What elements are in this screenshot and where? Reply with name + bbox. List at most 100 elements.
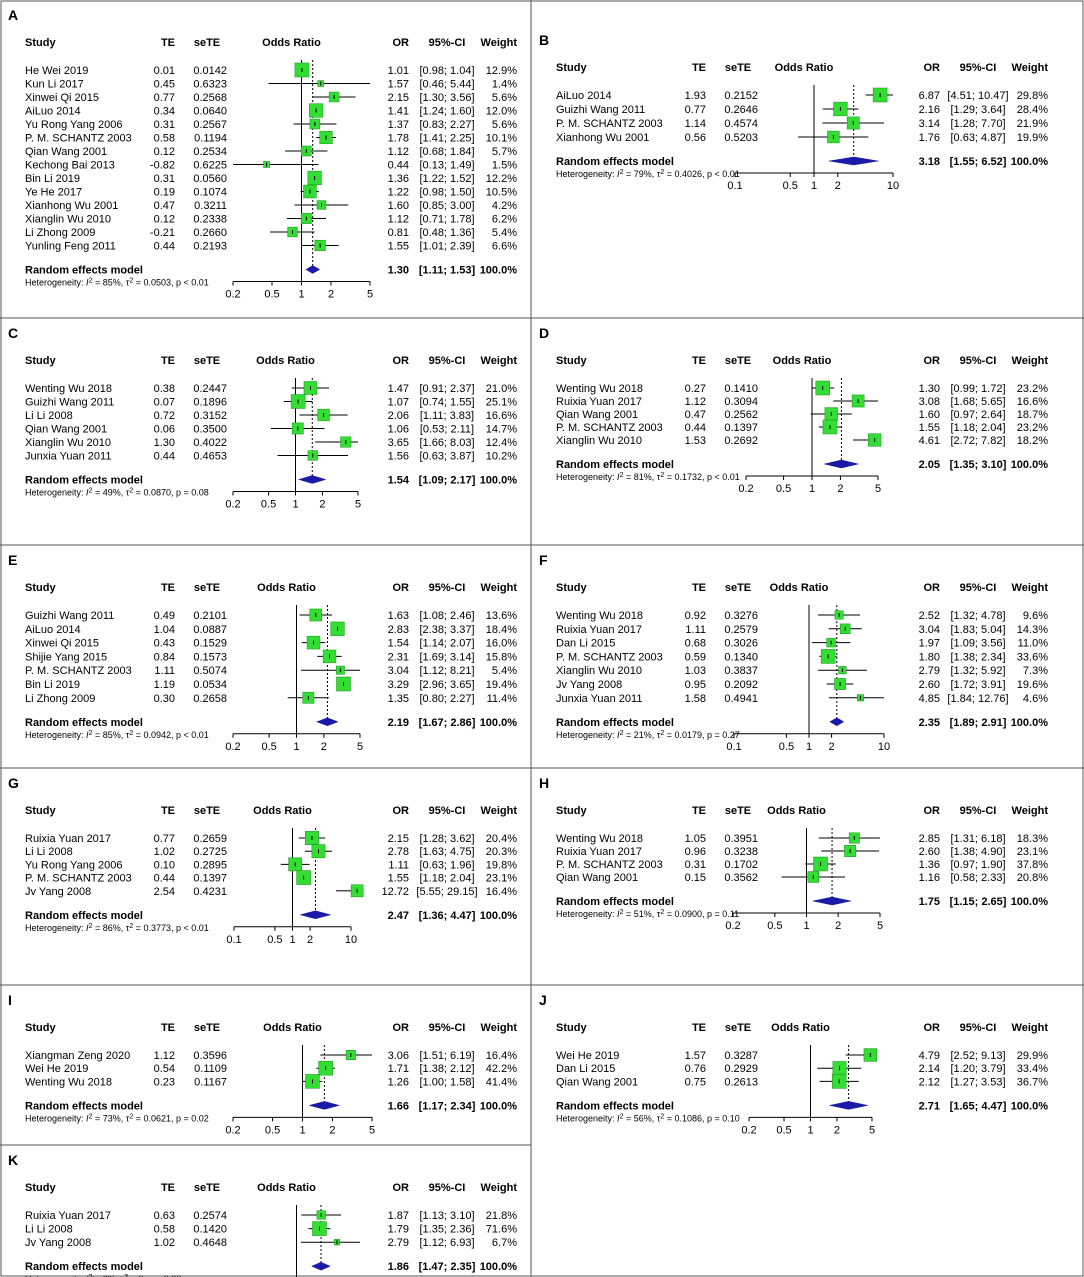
study-sete: 0.1397 [724,422,758,434]
study-row: P. M. SCHANTZ 2003 0.58 0.1194 1.78 [1.41; 2… [25,130,517,145]
study-or: 1.22 [388,187,409,199]
study-row: Wei He 2019 1.57 0.3287 4.79 [2.52; 9.13] 29.… [556,1048,1048,1062]
heterogeneity-fragment: = [92,1113,102,1123]
heterogeneity-fragment: , [171,923,176,933]
panel-label: B [539,32,549,48]
x-tick-label: 0.5 [267,934,282,946]
study-row: P. M. SCHANTZ 2003 1.14 0.4574 3.14 [1.28; 7… [556,116,1048,130]
study-row: Ruixia Yuan 2017 0.77 0.2659 2.15 [1.28; 3.6… [25,831,517,845]
study-sete: 0.4574 [724,118,758,130]
header-sete: seTE [725,355,751,367]
study-or: 2.16 [919,104,940,116]
study-te: 0.77 [154,833,175,845]
heterogeneity-fragment: , τ [652,1113,661,1123]
study-name: Xiangman Zeng 2020 [25,1050,130,1062]
pooled-label: Random effects model [556,896,674,908]
header-ci: 95%-CI [960,805,997,817]
header-odds-ratio: Odds Ratio [253,805,312,817]
study-sete: 0.6225 [193,160,227,172]
heterogeneity-p: p < 0.01 [707,472,740,482]
study-weight: 1.4% [492,79,517,91]
study-row: Wenting Wu 2018 1.05 0.3951 2.85 [1.31; 6.18… [556,832,1048,845]
study-ci: [1.51; 6.19] [419,1050,474,1062]
study-ci: [1.12; 8.21] [419,665,474,677]
header-weight: Weight [1012,582,1049,594]
superscript: 2 [620,472,624,479]
heterogeneity-i2: 86% [103,923,121,933]
panel-label: A [8,7,18,23]
study-name: Bin Li 2019 [25,173,80,185]
pooled-or: 1.30 [388,265,409,277]
heterogeneity-text: Heterogeneity: I2 = 86%, τ2 = 0.3773, p … [25,922,209,933]
x-tick-label: 0.2 [225,741,240,753]
study-weight: 23.1% [1017,846,1048,858]
study-ci: [1.72; 3.91] [950,679,1005,691]
x-tick-label: 0.5 [265,1124,280,1136]
heterogeneity-i2: 49% [103,488,121,498]
heterogeneity-text: Heterogeneity: I2 = 81%, τ2 = 0.1732, p … [556,472,740,483]
study-name: Wenting Wu 2018 [25,383,112,395]
study-row: Li Zhong 2009 0.30 0.2658 1.35 [0.80; 2.27] 1… [25,691,517,705]
study-sete: 0.5074 [193,665,227,677]
x-tick-label: 5 [367,289,373,301]
study-weight: 19.8% [486,859,517,871]
study-name: Wenting Wu 2018 [556,610,643,622]
study-ci: [0.91; 2.37] [419,383,474,395]
study-ci: [1.83; 5.04] [950,624,1005,636]
study-or: 1.55 [388,873,409,885]
pooled-or: 3.18 [919,156,940,168]
heterogeneity-fragment: Heterogeneity: [25,730,86,740]
pooled-or: 2.19 [388,717,409,729]
heterogeneity-fragment: = [623,1113,633,1123]
study-row: Li Li 2008 0.58 0.1420 1.79 [1.35; 2.36] 71.6… [25,1221,517,1236]
superscript: 2 [129,487,133,494]
study-ci: [0.58; 2.33] [950,872,1005,884]
pooled-row: Random effects model 2.19 [1.67; 2.86] 100.… [25,717,517,729]
header-odds-ratio: Odds Ratio [263,1022,322,1034]
heterogeneity-fragment: , τ [121,488,130,498]
header-or: OR [393,1182,410,1194]
study-row: AiLuo 2014 1.93 0.2152 6.87 [4.51; 10.47] 29.… [556,87,1048,103]
study-name: Li Zhong 2009 [25,693,95,705]
panel-label: D [539,325,549,341]
study-te: 0.72 [154,410,175,422]
study-weight: 16.4% [486,1050,517,1062]
heterogeneity-fragment: , [171,278,176,288]
study-te: 0.44 [154,873,175,885]
heterogeneity-text: Heterogeneity: I2 = 0%, τ2 = 0, p = 0.66 [25,1274,181,1277]
study-row: Jv Yang 2008 2.54 0.4231 12.72 [5.55; 29.15]… [25,884,517,898]
study-row: Junxia Yuan 2011 0.44 0.4653 1.56 [0.63; 3.8… [25,450,517,463]
study-or: 1.87 [388,1210,409,1222]
study-row: Shijie Yang 2015 0.84 0.1573 2.31 [1.69; 3.1… [25,649,517,663]
study-or: 2.06 [388,410,409,422]
x-tick-label: 0.5 [261,499,276,511]
heterogeneity-fragment: I [617,1113,620,1123]
header-odds-ratio: Odds Ratio [257,582,316,594]
study-sete: 0.6323 [193,79,227,91]
study-sete: 0.1074 [193,187,227,199]
study-te: 0.77 [685,104,706,116]
study-row: Qian Wang 2001 0.47 0.2562 1.60 [0.97; 2.64]… [556,407,1048,421]
study-weight: 1.5% [492,160,517,172]
study-te: 0.12 [154,146,175,158]
study-te: 0.31 [154,119,175,131]
study-row: Xianhong Wu 2001 0.47 0.3211 1.60 [0.85; 3.0… [25,200,517,212]
study-te: 1.57 [685,1050,706,1062]
study-name: Xinwei Qi 2015 [25,92,99,104]
x-tick-label: 1 [806,741,812,753]
x-tick-label: 0.2 [225,1124,240,1136]
study-name: Li Li 2008 [25,1224,73,1236]
panel-e: E Study TE seTE Odds Ratio OR 95%-CI Weight Guiz… [8,552,517,753]
superscript: 2 [129,729,133,736]
pooled-row: Random effects model 1.66 [1.17; 2.34] 100.… [25,1100,517,1112]
study-sete: 0.4941 [724,693,758,705]
header-te: TE [692,355,706,367]
header-odds-ratio: Odds Ratio [770,582,829,594]
x-tick-label: 0.5 [767,920,782,932]
study-ci: [1.29; 3.64] [950,104,1005,116]
heterogeneity-i2: 73% [103,1113,121,1123]
heterogeneity-fragment: = [664,730,674,740]
heterogeneity-text: Heterogeneity: I2 = 49%, τ2 = 0.0870, p … [25,487,209,498]
pooled-row: Random effects model 2.35 [1.89; 2.91] 100.… [556,717,1048,729]
